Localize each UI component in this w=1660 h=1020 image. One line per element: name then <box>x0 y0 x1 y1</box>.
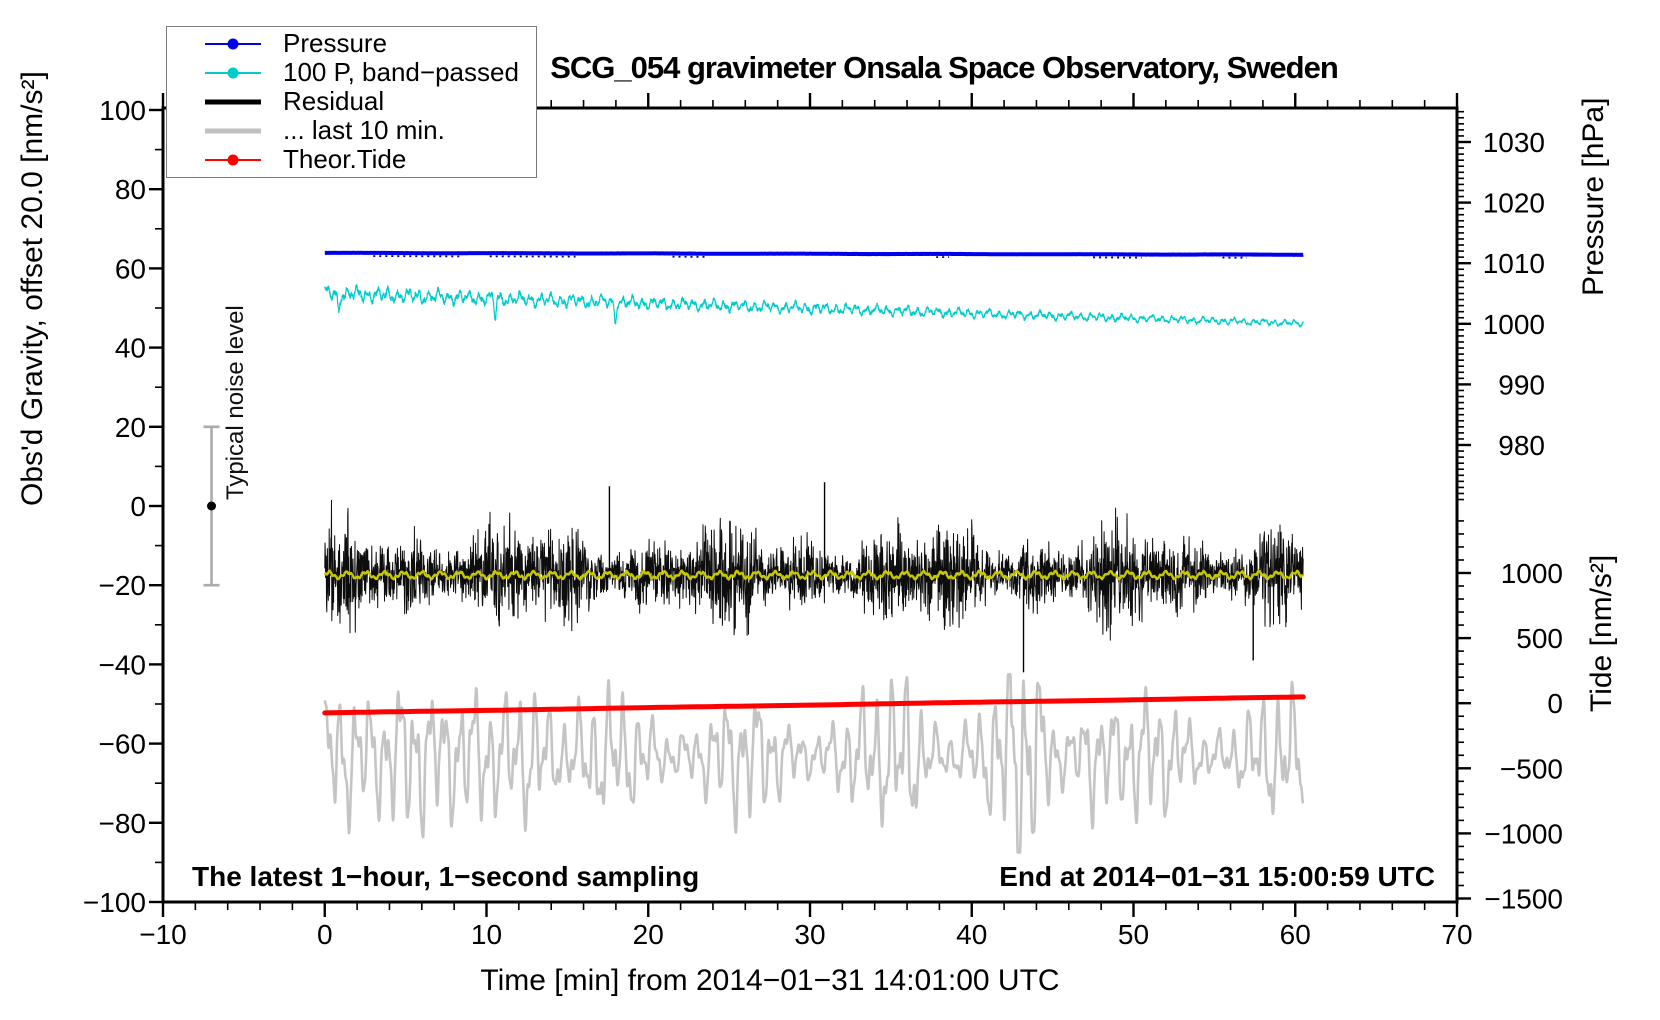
svg-text:−10: −10 <box>139 919 187 950</box>
svg-text:0: 0 <box>130 491 146 522</box>
legend-line-tide <box>205 153 261 166</box>
legend-label: Theor.Tide <box>283 144 407 174</box>
svg-text:40: 40 <box>956 919 987 950</box>
svg-text:−40: −40 <box>99 649 147 680</box>
svg-text:60: 60 <box>115 253 146 284</box>
legend-line-last10min <box>205 124 261 137</box>
sampling-note: The latest 1−hour, 1−second sampling <box>192 861 700 892</box>
legend: Pressure 100 P, band−passed Residual ...… <box>166 26 537 178</box>
svg-text:1010: 1010 <box>1483 248 1545 279</box>
legend-label: Pressure <box>283 28 388 58</box>
svg-text:100: 100 <box>99 95 146 126</box>
svg-text:50: 50 <box>1118 919 1149 950</box>
end-time-note: End at 2014−01−31 15:00:59 UTC <box>999 861 1435 892</box>
svg-text:−60: −60 <box>99 729 147 760</box>
svg-text:60: 60 <box>1280 919 1311 950</box>
svg-text:30: 30 <box>794 919 825 950</box>
legend-line-residual <box>205 95 261 108</box>
svg-text:20: 20 <box>115 412 146 443</box>
svg-text:990: 990 <box>1498 369 1545 400</box>
svg-text:−20: −20 <box>99 570 147 601</box>
svg-text:10: 10 <box>471 919 502 950</box>
svg-text:1000: 1000 <box>1501 558 1563 589</box>
svg-text:80: 80 <box>115 174 146 205</box>
legend-label: 100 P, band−passed <box>283 57 519 87</box>
legend-label: ... last 10 min. <box>283 115 445 145</box>
svg-text:−1500: −1500 <box>1484 884 1563 915</box>
svg-text:0: 0 <box>317 919 333 950</box>
svg-text:0: 0 <box>1547 688 1563 719</box>
legend-item-pressure: Pressure <box>167 28 536 58</box>
svg-text:1030: 1030 <box>1483 127 1545 158</box>
svg-text:980: 980 <box>1498 430 1545 461</box>
svg-text:20: 20 <box>633 919 664 950</box>
plot-title: SCG_054 gravimeter Onsala Space Observat… <box>550 50 1339 85</box>
legend-item-bandpassed-pressure: 100 P, band−passed <box>167 57 536 87</box>
svg-text:−80: −80 <box>99 808 147 839</box>
svg-text:−1000: −1000 <box>1484 818 1563 849</box>
svg-text:40: 40 <box>115 333 146 364</box>
legend-item-last10min: ... last 10 min. <box>167 115 536 145</box>
svg-text:500: 500 <box>1516 623 1563 654</box>
svg-text:−100: −100 <box>83 887 146 918</box>
legend-item-theoretical-tide: Theor.Tide <box>167 144 536 174</box>
svg-text:1020: 1020 <box>1483 188 1545 219</box>
x-axis-label: Time [min] from 2014−01−31 14:01:00 UTC <box>480 964 1060 997</box>
svg-text:1000: 1000 <box>1483 309 1545 340</box>
svg-text:−500: −500 <box>1500 753 1563 784</box>
legend-item-residual: Residual <box>167 86 536 116</box>
legend-line-pressure <box>205 37 261 50</box>
legend-label: Residual <box>283 86 385 116</box>
svg-text:70: 70 <box>1441 919 1472 950</box>
legend-line-bandpassed <box>205 66 261 79</box>
